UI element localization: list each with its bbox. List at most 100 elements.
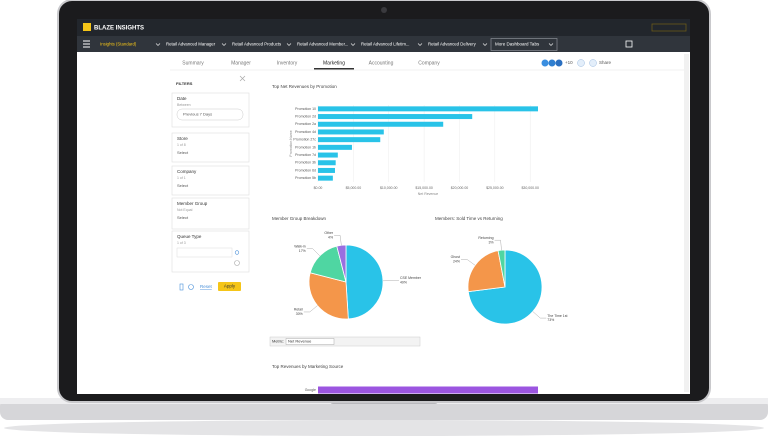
slice-value: 24% bbox=[453, 259, 460, 263]
users-count: +10 bbox=[565, 60, 573, 65]
expand-icon[interactable] bbox=[625, 40, 633, 48]
scrollbar bbox=[684, 54, 689, 392]
slice-label: Walk-in bbox=[294, 244, 306, 248]
leader-line bbox=[334, 235, 342, 246]
chart-title: Top Revenues by Marketing Source bbox=[272, 364, 344, 369]
nav-bar bbox=[77, 36, 690, 52]
chevron bbox=[548, 43, 554, 46]
bar bbox=[318, 114, 473, 120]
chevron bbox=[350, 43, 356, 46]
x-axis-label: Net Revenue bbox=[418, 192, 438, 196]
apply[interactable]: Apply bbox=[224, 284, 236, 289]
chevron bbox=[286, 43, 292, 46]
filter-label: Member Group bbox=[177, 201, 208, 206]
nav-tab[interactable]: Retail Advanced Delivery bbox=[428, 42, 477, 47]
x-tick-label: $15,000.00 bbox=[415, 186, 433, 190]
leader-line bbox=[303, 305, 318, 313]
search-icon[interactable] bbox=[234, 250, 240, 255]
save-icon[interactable] bbox=[179, 283, 184, 291]
bar bbox=[318, 175, 333, 181]
filter-control[interactable]: Select bbox=[177, 150, 189, 155]
bar bbox=[318, 152, 338, 158]
nav-tab[interactable]: Retail Advanced Products bbox=[232, 42, 281, 47]
bar bbox=[318, 144, 352, 150]
chevron bbox=[155, 43, 161, 46]
bar bbox=[318, 106, 538, 112]
slice-label: The Time 1st bbox=[547, 314, 567, 318]
leader-line bbox=[532, 311, 547, 319]
nav-tab[interactable]: Retail Advanced Lifetim... bbox=[361, 42, 410, 47]
metric-select[interactable] bbox=[269, 336, 421, 347]
filter-label: Queue Type bbox=[177, 234, 202, 239]
y-tick-label: Promotion 1b bbox=[295, 145, 316, 149]
sub-tab[interactable]: Company bbox=[418, 60, 440, 66]
add-icon[interactable] bbox=[234, 260, 240, 266]
share-icon[interactable] bbox=[589, 59, 597, 67]
filter-label: Company bbox=[177, 169, 197, 174]
x-tick-label: $5,000.00 bbox=[346, 186, 362, 190]
bar bbox=[318, 167, 335, 173]
slice-value: 73% bbox=[547, 318, 554, 322]
slice-label: CSE Member bbox=[400, 276, 422, 280]
avatar bbox=[548, 59, 556, 67]
share[interactable]: Share bbox=[599, 60, 612, 65]
filter-icon[interactable] bbox=[577, 59, 585, 67]
account-box[interactable] bbox=[651, 23, 687, 32]
slice-value: 49% bbox=[400, 281, 407, 285]
metric-label: Metric: bbox=[272, 339, 284, 344]
filter-box bbox=[171, 165, 250, 196]
filter-sub: Not Equal bbox=[177, 208, 193, 212]
filters-title: FILTERS bbox=[176, 81, 193, 86]
x-tick-label: $0.00 bbox=[314, 186, 323, 190]
filter-sub: 1 of 3 bbox=[177, 241, 186, 245]
bar bbox=[318, 137, 381, 143]
filter-label: Date bbox=[177, 96, 187, 101]
filter-control[interactable]: Select bbox=[177, 183, 189, 188]
y-tick-label: Promotion 2d bbox=[295, 114, 316, 118]
x-tick-label: $25,000.00 bbox=[486, 186, 504, 190]
nav-tab[interactable]: Retail Advanced Member... bbox=[297, 42, 348, 47]
filter-dropdown[interactable] bbox=[176, 108, 244, 121]
pie-slice bbox=[345, 244, 384, 320]
reset[interactable]: Reset bbox=[200, 284, 213, 289]
active-underline bbox=[314, 68, 354, 70]
nav-tab[interactable]: Retail Advanced Manager bbox=[166, 42, 216, 47]
slice-label: Ghost bbox=[451, 255, 460, 259]
filter-control[interactable]: Previous 7 Days bbox=[183, 112, 212, 117]
sub-tab[interactable]: Manager bbox=[231, 60, 251, 66]
sub-tab[interactable]: Inventory bbox=[277, 60, 298, 66]
chevron bbox=[482, 43, 488, 46]
logo bbox=[83, 23, 91, 31]
avatar bbox=[541, 59, 549, 67]
nav-tab[interactable]: Insights (Standard) bbox=[100, 42, 137, 47]
metric-value[interactable]: Net Revenue bbox=[288, 339, 312, 344]
metric-dropdown[interactable] bbox=[285, 338, 335, 345]
apply-button[interactable] bbox=[218, 282, 241, 291]
sub-tab[interactable]: Summary bbox=[182, 60, 204, 66]
slice-value: 3% bbox=[489, 240, 494, 244]
y-tick-label: Promotion 6d bbox=[295, 168, 316, 172]
x-tick-label: $10,000.00 bbox=[380, 186, 398, 190]
sub-tab[interactable]: Accounting bbox=[369, 60, 394, 66]
filter-box bbox=[171, 197, 250, 230]
slice-value: 4% bbox=[328, 235, 333, 239]
slice-label: Returning bbox=[478, 236, 493, 240]
chevron bbox=[417, 43, 423, 46]
filter-control[interactable]: Select bbox=[177, 215, 189, 220]
avatar bbox=[555, 59, 563, 67]
more-tabs-label[interactable]: More Dashboard Tabs bbox=[495, 42, 540, 47]
chart-title: Top Net Revenues by Promotion bbox=[272, 84, 337, 89]
filter-label: Store bbox=[177, 136, 188, 141]
bar bbox=[318, 129, 384, 135]
filter-input[interactable] bbox=[176, 247, 233, 258]
menu-icon[interactable] bbox=[83, 40, 90, 48]
sub-tab[interactable]: Marketing bbox=[323, 60, 345, 66]
slice-label: Retail bbox=[294, 308, 303, 312]
y-tick-label: Promotion 2a bbox=[295, 122, 316, 126]
more-tabs[interactable] bbox=[490, 38, 558, 51]
filter-sub: 1 of 8 bbox=[177, 143, 186, 147]
close-filters[interactable] bbox=[239, 75, 246, 82]
refresh-icon[interactable] bbox=[188, 284, 194, 290]
